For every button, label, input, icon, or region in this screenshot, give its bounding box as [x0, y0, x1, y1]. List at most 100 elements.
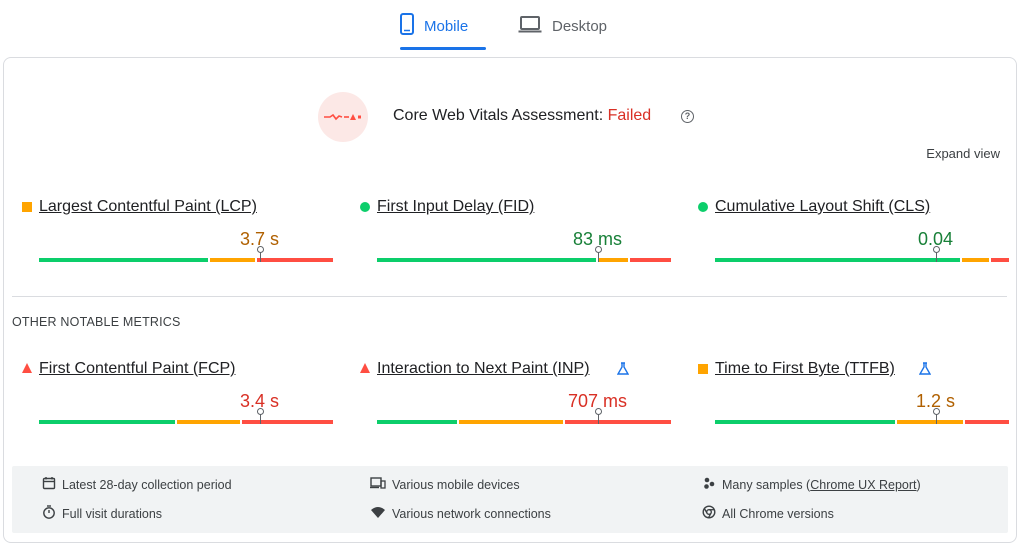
- p75-marker-line: [259, 250, 261, 262]
- metric-inp: Interaction to Next Paint (INP) 707 ms: [360, 360, 671, 430]
- metric-ttfb-distribution: [715, 408, 1009, 424]
- p75-marker: [932, 246, 940, 253]
- distribution-segment-poor: [256, 258, 333, 262]
- metric-fid-distribution: [377, 246, 671, 262]
- metric-cls-label[interactable]: Cumulative Layout Shift (CLS): [715, 198, 931, 215]
- p75-marker: [594, 408, 602, 415]
- p75-marker-line: [935, 412, 937, 424]
- wifi-icon: [370, 505, 392, 522]
- distribution-segment-average: [897, 420, 963, 424]
- devices-text: Various mobile devices: [392, 477, 520, 492]
- metric-cls-value: 0.04: [917, 229, 954, 249]
- p75-marker: [256, 408, 264, 415]
- experimental-flask-icon: [616, 362, 630, 380]
- poor-triangle-icon: [360, 363, 370, 373]
- samples-prefix: Many samples (: [722, 477, 811, 492]
- samples-icon: [702, 476, 722, 493]
- section-divider: [12, 296, 1007, 297]
- metric-inp-label[interactable]: Interaction to Next Paint (INP): [377, 360, 590, 377]
- results-card: [3, 57, 1017, 543]
- tab-mobile-label: Mobile: [424, 17, 469, 35]
- p75-marker: [256, 246, 264, 253]
- metric-fcp-label[interactable]: First Contentful Paint (FCP): [39, 360, 236, 377]
- device-tabs: Mobile Desktop: [0, 0, 1024, 52]
- help-icon[interactable]: ?: [681, 110, 694, 123]
- metric-inp-distribution: [377, 408, 671, 424]
- metric-lcp: Largest Contentful Paint (LCP) 3.7 s: [22, 198, 333, 268]
- experimental-flask-icon: [918, 362, 932, 380]
- visit-durations-text: Full visit durations: [62, 506, 163, 521]
- p75-marker-line: [597, 412, 599, 424]
- distribution-segment-good: [377, 258, 596, 262]
- samples: Many samples (Chrome UX Report): [702, 476, 921, 493]
- good-circle-icon: [698, 202, 708, 212]
- metric-fid: First Input Delay (FID) 83 ms: [360, 198, 671, 268]
- distribution-segment-poor: [629, 258, 671, 262]
- chrome-versions: All Chrome versions: [702, 505, 834, 522]
- p75-marker: [594, 246, 602, 253]
- distribution-segment-average: [177, 420, 240, 424]
- metric-lcp-label[interactable]: Largest Contentful Paint (LCP): [39, 198, 257, 215]
- metric-ttfb: Time to First Byte (TTFB) 1.2 s: [698, 360, 1009, 430]
- distribution-segment-good: [715, 258, 960, 262]
- data-details-footer: Latest 28-day collection period Full vis…: [12, 466, 1008, 533]
- distribution-segment-average: [597, 258, 628, 262]
- distribution-segment-good: [377, 420, 458, 424]
- p75-marker-line: [259, 412, 261, 424]
- distribution-segment-good: [39, 420, 176, 424]
- assessment-title: Core Web Vitals Assessment: Failed: [393, 107, 651, 125]
- distribution-segment-good: [715, 420, 896, 424]
- distribution-segment-poor: [241, 420, 333, 424]
- metric-fid-label[interactable]: First Input Delay (FID): [377, 198, 535, 215]
- distribution-segment-poor: [964, 420, 1009, 424]
- distribution-segment-good: [39, 258, 208, 262]
- average-square-icon: [22, 202, 32, 212]
- poor-triangle-icon: [22, 363, 32, 373]
- metric-lcp-value: 3.7 s: [239, 229, 280, 249]
- devices: Various mobile devices: [370, 476, 520, 493]
- stopwatch-icon: [42, 505, 62, 522]
- assessment-title-text: Core Web Vitals Assessment:: [393, 107, 608, 124]
- other-metrics-heading: OTHER NOTABLE METRICS: [12, 315, 181, 329]
- distribution-segment-average: [459, 420, 564, 424]
- distribution-segment-poor: [991, 258, 1009, 262]
- metric-ttfb-label[interactable]: Time to First Byte (TTFB): [715, 360, 895, 377]
- distribution-segment-average: [209, 258, 255, 262]
- network: Various network connections: [370, 505, 551, 522]
- distribution-segment-poor: [565, 420, 671, 424]
- laptop-icon: [518, 15, 542, 38]
- chrome-ux-report-link[interactable]: Chrome UX Report: [810, 477, 917, 492]
- metric-lcp-distribution: [39, 246, 333, 262]
- metric-fcp-value: 3.4 s: [239, 391, 280, 411]
- metric-fid-value: 83 ms: [572, 229, 623, 249]
- metric-fcp-distribution: [39, 408, 333, 424]
- devices-icon: [370, 476, 392, 493]
- collection-period: Latest 28-day collection period: [42, 476, 232, 493]
- chrome-icon: [702, 505, 722, 522]
- p75-marker-line: [597, 250, 599, 262]
- distribution-segment-average: [961, 258, 990, 262]
- network-text: Various network connections: [392, 506, 551, 521]
- metric-inp-value: 707 ms: [567, 391, 628, 411]
- chrome-versions-text: All Chrome versions: [722, 506, 834, 521]
- p75-marker-line: [935, 250, 937, 262]
- metric-ttfb-value: 1.2 s: [915, 391, 956, 411]
- expand-view-link[interactable]: Expand view: [926, 146, 1000, 161]
- metric-fcp: First Contentful Paint (FCP) 3.4 s: [22, 360, 333, 430]
- good-circle-icon: [360, 202, 370, 212]
- samples-suffix: ): [916, 477, 921, 492]
- failed-assessment-icon: [318, 92, 368, 142]
- average-square-icon: [698, 364, 708, 374]
- calendar-icon: [42, 476, 62, 493]
- tab-desktop-label: Desktop: [552, 17, 608, 35]
- p75-marker: [932, 408, 940, 415]
- metric-cls-distribution: [715, 246, 1009, 262]
- collection-period-text: Latest 28-day collection period: [62, 477, 232, 492]
- active-tab-indicator: [400, 47, 486, 50]
- visit-durations: Full visit durations: [42, 505, 162, 522]
- tab-desktop[interactable]: Desktop: [518, 0, 628, 52]
- phone-icon: [400, 12, 414, 40]
- assessment-status: Failed: [607, 107, 652, 124]
- metric-cls: Cumulative Layout Shift (CLS) 0.04: [698, 198, 1009, 268]
- tab-mobile[interactable]: Mobile: [400, 0, 486, 52]
